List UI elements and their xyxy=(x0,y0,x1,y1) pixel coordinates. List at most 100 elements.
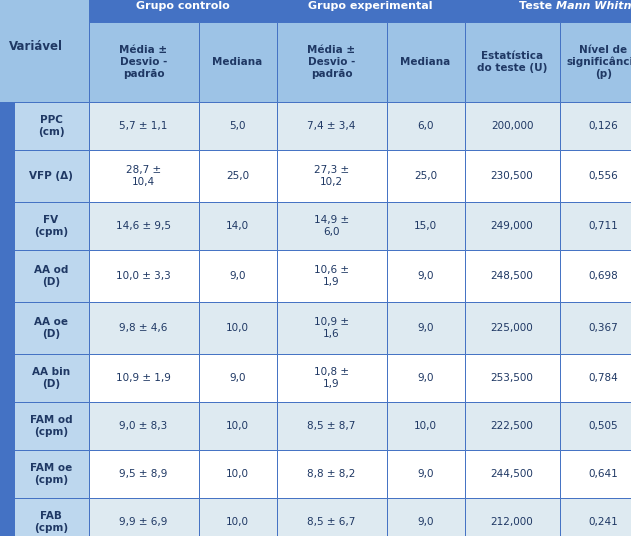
Text: 8,8 ± 8,2: 8,8 ± 8,2 xyxy=(307,469,356,479)
Bar xyxy=(88,302,199,354)
Text: 0,241: 0,241 xyxy=(589,517,618,527)
Text: 14,9 ±
6,0: 14,9 ± 6,0 xyxy=(314,215,349,237)
Text: 9,0: 9,0 xyxy=(417,323,433,333)
Text: 0,367: 0,367 xyxy=(589,323,618,333)
Text: 244,500: 244,500 xyxy=(490,469,533,479)
Bar xyxy=(88,402,199,450)
Text: 200,000: 200,000 xyxy=(491,121,533,131)
Text: Média ±
Desvio -
padrão: Média ± Desvio - padrão xyxy=(307,46,355,79)
Text: 9,0: 9,0 xyxy=(417,373,433,383)
Bar xyxy=(199,450,276,498)
Text: Grupo controlo: Grupo controlo xyxy=(136,1,230,11)
Bar xyxy=(387,450,464,498)
Text: 10,0: 10,0 xyxy=(226,517,249,527)
Bar xyxy=(199,402,276,450)
Bar xyxy=(88,0,276,22)
Text: FAM od
(cpm): FAM od (cpm) xyxy=(30,415,73,437)
Bar xyxy=(560,402,631,450)
Bar xyxy=(560,250,631,302)
Text: 9,0: 9,0 xyxy=(229,373,245,383)
Bar xyxy=(199,354,276,402)
Text: 25,0: 25,0 xyxy=(226,171,249,181)
Text: Média ±
Desvio -
padrão: Média ± Desvio - padrão xyxy=(119,46,168,79)
Bar xyxy=(387,102,464,150)
Bar xyxy=(276,22,387,102)
Bar xyxy=(560,354,631,402)
Bar xyxy=(387,402,464,450)
Bar xyxy=(464,450,560,498)
Text: Mediana: Mediana xyxy=(401,57,451,67)
Bar xyxy=(13,498,88,536)
Bar xyxy=(88,22,199,102)
Bar xyxy=(387,498,464,536)
Text: 9,0: 9,0 xyxy=(417,469,433,479)
Text: Grupo experimental: Grupo experimental xyxy=(309,1,433,11)
Bar xyxy=(464,354,560,402)
Text: 6,0: 6,0 xyxy=(417,121,433,131)
Text: 5,0: 5,0 xyxy=(229,121,245,131)
Bar xyxy=(276,302,387,354)
Bar xyxy=(464,402,560,450)
Text: Testes binoculares: Testes binoculares xyxy=(0,125,4,227)
Text: 10,0: 10,0 xyxy=(226,421,249,431)
Text: Nível de
significância
(p): Nível de significância (p) xyxy=(567,45,631,79)
Bar xyxy=(387,202,464,250)
Text: 10,9 ±
1,6: 10,9 ± 1,6 xyxy=(314,317,349,339)
Bar xyxy=(560,150,631,202)
Text: 15,0: 15,0 xyxy=(414,221,437,231)
Bar xyxy=(464,302,560,354)
Text: 249,000: 249,000 xyxy=(491,221,533,231)
Bar xyxy=(464,202,560,250)
Text: Testes acomodativos: Testes acomodativos xyxy=(0,341,4,455)
Bar xyxy=(13,402,88,450)
Text: 10,6 ±
1,9: 10,6 ± 1,9 xyxy=(314,265,349,287)
Text: 9,0: 9,0 xyxy=(417,517,433,527)
Text: 0,641: 0,641 xyxy=(589,469,618,479)
Bar xyxy=(276,202,387,250)
Bar xyxy=(276,102,387,150)
Bar xyxy=(13,102,88,150)
Text: AA oe
(D): AA oe (D) xyxy=(34,317,68,339)
Bar xyxy=(464,150,560,202)
Bar xyxy=(560,450,631,498)
Bar xyxy=(560,102,631,150)
Text: 5,7 ± 1,1: 5,7 ± 1,1 xyxy=(119,121,168,131)
Bar xyxy=(276,450,387,498)
Text: 0,556: 0,556 xyxy=(589,171,618,181)
Bar xyxy=(88,250,199,302)
Text: 0,126: 0,126 xyxy=(589,121,618,131)
Bar xyxy=(387,354,464,402)
Text: 230,500: 230,500 xyxy=(491,171,533,181)
Bar xyxy=(560,302,631,354)
Bar xyxy=(276,402,387,450)
Text: 9,0 ± 8,3: 9,0 ± 8,3 xyxy=(119,421,168,431)
Text: 253,500: 253,500 xyxy=(490,373,533,383)
Bar xyxy=(0,0,88,102)
Text: 8,5 ± 8,7: 8,5 ± 8,7 xyxy=(307,421,356,431)
Text: 28,7 ±
10,4: 28,7 ± 10,4 xyxy=(126,165,161,187)
Text: Teste: Teste xyxy=(519,1,556,11)
Text: 8,5 ± 6,7: 8,5 ± 6,7 xyxy=(307,517,356,527)
Text: 0,784: 0,784 xyxy=(589,373,618,383)
Bar xyxy=(387,150,464,202)
Bar xyxy=(387,302,464,354)
Bar xyxy=(13,250,88,302)
Bar xyxy=(276,354,387,402)
Text: FV
(cpm): FV (cpm) xyxy=(34,215,68,237)
Text: 9,8 ± 4,6: 9,8 ± 4,6 xyxy=(119,323,168,333)
Bar xyxy=(0,250,13,536)
Text: Variável: Variável xyxy=(9,40,63,53)
Text: FAM oe
(cpm): FAM oe (cpm) xyxy=(30,463,72,485)
Text: 25,0: 25,0 xyxy=(414,171,437,181)
Bar xyxy=(13,354,88,402)
Bar xyxy=(13,150,88,202)
Bar xyxy=(276,150,387,202)
Text: 10,0: 10,0 xyxy=(226,469,249,479)
Bar xyxy=(199,202,276,250)
Bar xyxy=(13,450,88,498)
Text: 10,0: 10,0 xyxy=(414,421,437,431)
Bar xyxy=(199,498,276,536)
Text: 27,3 ±
10,2: 27,3 ± 10,2 xyxy=(314,165,349,187)
Text: 0,505: 0,505 xyxy=(589,421,618,431)
Bar xyxy=(560,498,631,536)
